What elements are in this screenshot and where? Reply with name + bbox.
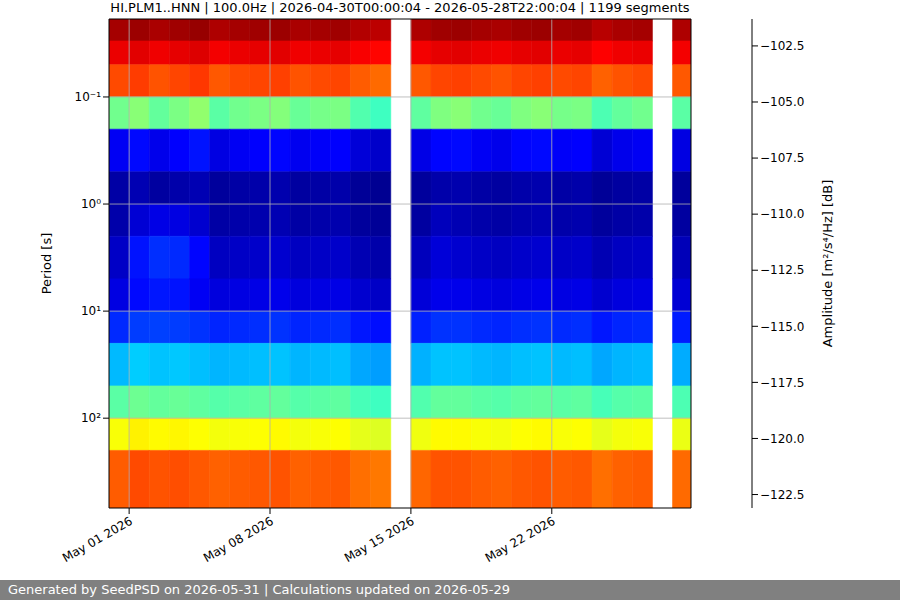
svg-text:10⁻¹: 10⁻¹: [75, 90, 102, 104]
svg-text:10⁰: 10⁰: [81, 197, 101, 211]
svg-text:−102.5: −102.5: [760, 39, 804, 53]
svg-text:May 22 2026: May 22 2026: [483, 514, 558, 565]
svg-text:10¹: 10¹: [81, 304, 101, 318]
svg-text:Period [s]: Period [s]: [39, 233, 54, 295]
svg-text:−107.5: −107.5: [760, 151, 804, 165]
svg-text:−112.5: −112.5: [760, 263, 804, 277]
svg-text:Amplitude [m²/s⁴/Hz] [dB]: Amplitude [m²/s⁴/Hz] [dB]: [820, 180, 835, 348]
svg-text:May 08 2026: May 08 2026: [201, 514, 276, 565]
svg-text:−110.0: −110.0: [760, 207, 804, 221]
svg-text:−105.0: −105.0: [760, 95, 804, 109]
svg-text:May 15 2026: May 15 2026: [342, 514, 417, 565]
html-text:Generated by SeedPSD on 2026-0: Generated by SeedPSD on 2026-05-31 | Cal…: [8, 582, 510, 597]
svg-text:−115.0: −115.0: [760, 320, 804, 334]
svg-text:May 01 2026: May 01 2026: [60, 514, 135, 565]
svg-text:10²: 10²: [81, 411, 101, 425]
svg-text:−117.5: −117.5: [760, 376, 804, 390]
svg-text:−122.5: −122.5: [760, 488, 804, 502]
html-text:HI.PLM1..HNN | 100.0Hz | 2026-: HI.PLM1..HNN | 100.0Hz | 2026-04-30T00:0…: [110, 0, 690, 15]
svg-text:−120.0: −120.0: [760, 432, 804, 446]
